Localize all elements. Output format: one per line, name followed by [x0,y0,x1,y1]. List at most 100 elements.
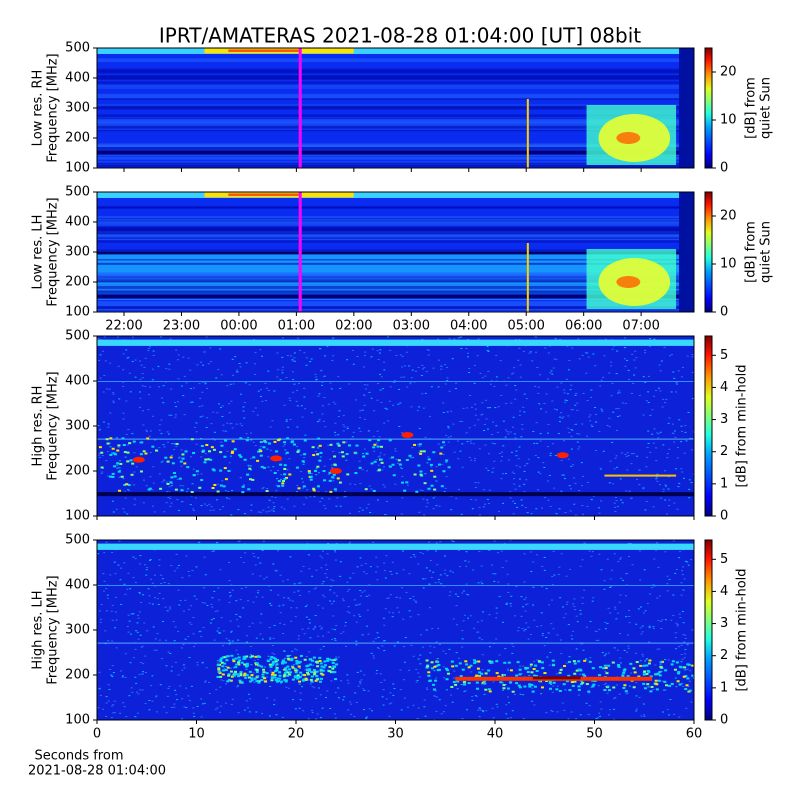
heatmap-speckle [363,395,366,397]
heatmap-speckle [529,634,532,636]
heatmap-speckle [292,391,295,393]
heatmap-speckle [256,592,259,594]
heatmap-speckle [395,572,398,574]
heatmap-speckle [343,696,346,698]
heatmap-speckle [515,389,518,391]
heatmap-speckle [625,490,628,492]
heatmap-speckle [174,626,177,628]
heatmap-speckle [506,431,509,433]
heatmap-speckle [444,667,448,670]
heatmap-speckle [496,706,499,708]
heatmap-speckle [677,672,681,675]
heatmap-speckle [496,431,499,433]
heatmap-speckle [378,352,381,354]
heatmap-speckle [571,347,574,349]
heatmap-speckle [645,500,648,502]
heatmap-speckle [301,416,304,418]
heatmap-speckle [347,709,350,711]
heatmap-speckle [512,372,515,374]
heatmap-speckle [642,487,645,489]
heatmap-speckle [147,409,150,411]
heatmap-speckle [544,347,547,349]
heatmap-speckle [183,375,186,377]
heatmap-speckle [450,685,454,688]
heatmap-speckle [273,440,277,443]
heatmap-speckle [283,678,287,681]
heatmap-speckle [664,484,667,486]
heatmap-speckle [455,497,458,499]
heatmap-speckle [619,557,622,559]
heatmap-speckle [202,364,205,366]
heatmap-speckle [155,695,158,697]
heatmap-speckle [687,685,690,687]
heatmap-speckle [668,684,672,687]
heatmap-speckle [499,681,503,684]
heatmap-speckle [374,638,377,640]
heatmap-speckle [323,505,326,507]
heatmap-speckle [111,705,114,707]
heatmap-band [228,49,300,52]
heatmap-speckle [239,672,243,675]
heatmap-speckle [111,619,114,621]
heatmap-speckle [490,380,493,382]
heatmap-speckle [384,407,387,409]
heatmap-speckle [393,645,396,647]
heatmap-speckle [427,349,430,351]
heatmap-speckle [410,457,413,459]
heatmap-speckle [283,657,286,659]
heatmap-speckle [457,458,460,460]
heatmap-speckle [193,595,196,597]
heatmap-speckle [568,432,571,434]
heatmap-speckle [534,385,537,387]
heatmap-speckle [450,509,453,511]
heatmap-speckle [332,337,335,339]
heatmap-speckle [99,377,102,379]
heatmap-speckle [546,480,549,482]
heatmap-speckle [273,390,276,392]
heatmap-speckle [624,402,627,404]
heatmap-speckle [591,667,595,670]
heatmap-speckle [291,678,295,681]
heatmap-speckle [582,392,585,394]
heatmap-speckle [686,561,689,563]
heatmap-speckle [450,694,453,696]
heatmap-speckle [683,669,686,671]
heatmap-speckle [101,471,104,473]
heatmap-speckle [383,454,386,456]
heatmap-speckle [452,677,455,679]
heatmap-speckle [250,679,254,682]
heatmap-speckle [285,686,288,688]
heatmap-speckle [645,664,649,667]
heatmap-speckle [321,707,324,709]
heatmap-speckle [469,664,473,667]
heatmap-speckle [668,714,671,716]
heatmap-speckle [535,669,539,672]
heatmap-speckle [662,444,665,446]
heatmap-speckle [330,388,333,390]
heatmap-speckle [347,682,350,684]
heatmap-speckle [518,673,522,676]
heatmap-speckle [656,672,660,675]
heatmap-speckle [570,435,573,437]
heatmap-speckle [282,632,285,634]
heatmap-speckle [342,430,345,432]
heatmap-speckle [362,571,365,573]
heatmap-speckle [182,395,185,397]
heatmap-speckle [429,463,433,466]
heatmap-speckle [326,345,329,347]
heatmap-speckle [142,671,145,673]
heatmap-speckle [155,711,158,713]
heatmap-speckle [304,408,307,410]
heatmap-speckle [613,553,616,555]
heatmap-speckle [276,376,279,378]
heatmap-speckle [654,679,658,682]
heatmap-speckle [488,646,491,648]
heatmap-speckle [218,599,221,601]
heatmap-speckle [534,336,537,338]
heatmap-speckle [212,448,216,451]
heatmap-speckle [174,661,177,663]
heatmap-speckle [152,626,155,628]
heatmap-speckle [192,474,196,477]
heatmap-speckle [500,478,503,480]
heatmap-speckle [214,611,217,613]
